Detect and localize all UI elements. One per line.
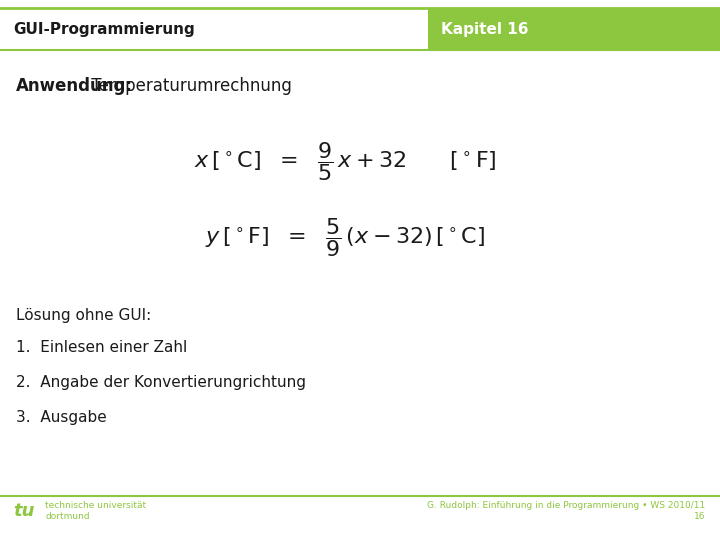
- Text: Lösung ohne GUI:: Lösung ohne GUI:: [16, 308, 151, 323]
- Text: $x\,[{^\circ}\mathrm{C}]\ \ =\ \ \dfrac{9}{5}\,x + 32\qquad [{^\circ}\mathrm{F}]: $x\,[{^\circ}\mathrm{C}]\ \ =\ \ \dfrac{…: [194, 140, 497, 184]
- FancyBboxPatch shape: [428, 9, 720, 50]
- Text: Temperaturumrechnung: Temperaturumrechnung: [86, 77, 292, 94]
- Text: 1.  Einlesen einer Zahl: 1. Einlesen einer Zahl: [16, 340, 187, 355]
- Text: GUI-Programmierung: GUI-Programmierung: [13, 22, 194, 37]
- Text: 2.  Angabe der Konvertierungrichtung: 2. Angabe der Konvertierungrichtung: [16, 375, 306, 390]
- Text: Kapitel 16: Kapitel 16: [441, 22, 529, 37]
- Text: 3.  Ausgabe: 3. Ausgabe: [16, 410, 107, 426]
- Text: tu: tu: [13, 502, 35, 520]
- Text: G. Rudolph: Einführung in die Programmierung • WS 2010/11
16: G. Rudolph: Einführung in die Programmie…: [428, 501, 706, 521]
- Text: $y\,[{^\circ}\mathrm{F}]\ \ =\ \ \dfrac{5}{9}\,(x - 32)\,[{^\circ}\mathrm{C}]$: $y\,[{^\circ}\mathrm{F}]\ \ =\ \ \dfrac{…: [205, 216, 486, 259]
- Text: technische universität
dortmund: technische universität dortmund: [45, 501, 146, 521]
- Text: Anwendung:: Anwendung:: [16, 77, 133, 94]
